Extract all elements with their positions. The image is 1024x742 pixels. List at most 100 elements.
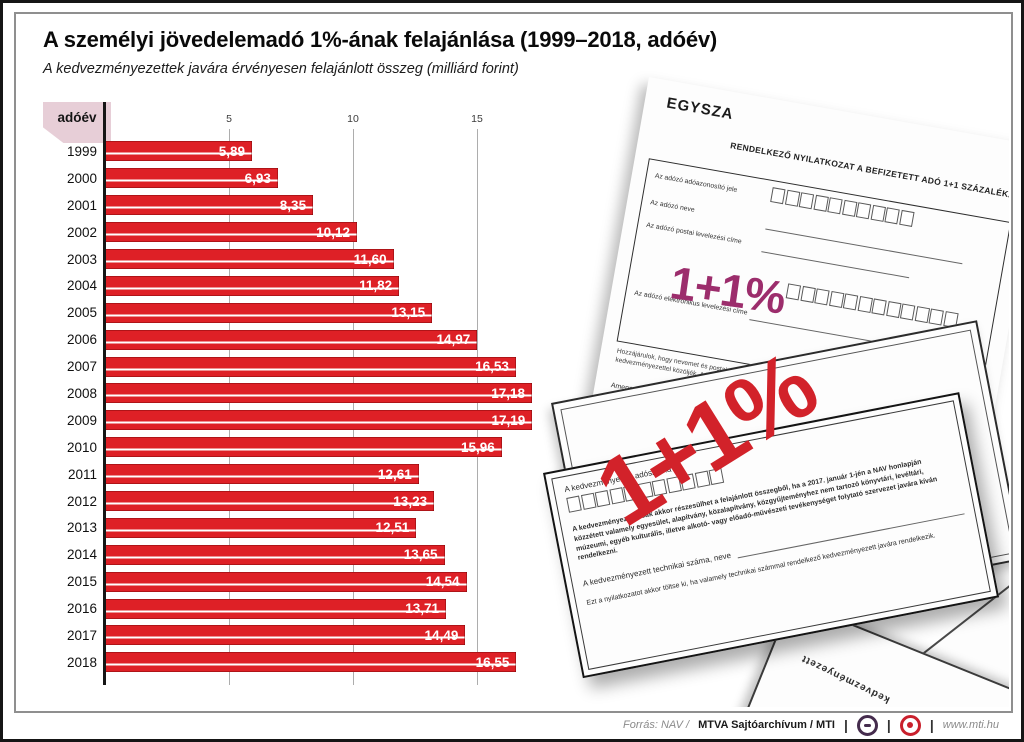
char-box (898, 209, 915, 227)
chart-row: 2003 11,60 (3, 246, 623, 273)
char-box (798, 192, 815, 210)
gridline (229, 129, 230, 685)
chart-row: 2016 13,71 (3, 595, 623, 622)
value-label: 13,23 (393, 493, 428, 509)
char-box (828, 290, 844, 308)
chart-row: 2002 10,12 (3, 219, 623, 246)
chart-row: 1999 5,89 (3, 138, 623, 165)
chart-row: 2012 13,23 (3, 488, 623, 515)
bar-2011: 12,61 (106, 464, 419, 485)
chart-row: 2007 16,53 (3, 353, 623, 380)
chart-row: 2000 6,93 (3, 165, 623, 192)
year-label: 2011 (67, 466, 97, 482)
one-plus-one-stamp-magenta: 1+1% (667, 256, 789, 324)
value-label: 15,96 (461, 439, 495, 455)
year-label: 2003 (66, 251, 97, 267)
bar-2006: 14,97 (106, 329, 478, 350)
bar-1999: 5,89 (106, 141, 253, 162)
value-label: 11,82 (359, 278, 393, 294)
value-label: 16,55 (475, 654, 510, 670)
char-box (928, 308, 944, 326)
value-label: 17,18 (491, 385, 526, 401)
value-label: 13,65 (403, 547, 438, 563)
year-label: 2006 (66, 332, 97, 348)
char-box (870, 204, 886, 222)
y-axis-line (103, 102, 106, 685)
year-label: 1999 (66, 143, 97, 159)
char-box (784, 189, 800, 207)
year-label: 2009 (66, 412, 97, 428)
chart-row: 2005 13,15 (3, 299, 623, 326)
value-label: 14,49 (424, 627, 459, 643)
value-label: 13,15 (391, 305, 426, 321)
documents-layer: EGYSZA RENDELKEZŐ NYILATKOZAT A BEFIZETE… (16, 14, 1009, 707)
chart-row: 2009 17,19 (3, 407, 623, 434)
year-label: 2010 (66, 439, 97, 455)
chart-rows: 1999 5,89 2000 6,93 2001 8,35 2002 10,12 2003 11,… (3, 138, 623, 676)
bar-2014: 13,65 (106, 544, 445, 565)
year-label: 2015 (66, 574, 97, 590)
chart-row: 2014 13,65 (3, 541, 623, 568)
char-box (812, 194, 829, 212)
char-box (855, 202, 872, 220)
bar-2016: 13,71 (106, 598, 446, 619)
char-box (827, 197, 843, 215)
chart-row: 2017 14,49 (3, 622, 623, 649)
bar-2012: 13,23 (106, 491, 435, 512)
gridline (353, 129, 354, 685)
chart-row: 2010 15,96 (3, 434, 623, 461)
char-box (884, 207, 900, 225)
year-label: 2000 (66, 170, 97, 186)
bar-2018: 16,55 (106, 652, 517, 673)
chart-row: 2004 11,82 (3, 272, 623, 299)
year-label: 2012 (66, 493, 97, 509)
bar-2015: 14,54 (106, 571, 467, 592)
x-tick-label: 15 (471, 113, 483, 125)
value-label: 13,71 (405, 601, 439, 617)
bar-2000: 6,93 (106, 168, 278, 189)
field-label: Az adózó postai levelezési címe (645, 222, 742, 246)
char-box (857, 295, 873, 313)
value-label: 6,93 (244, 170, 271, 186)
value-label: 16,53 (475, 359, 509, 375)
year-label: 2014 (66, 547, 97, 563)
char-box (566, 495, 582, 513)
field-label: Az adózó adóazonosító jele (654, 172, 738, 194)
bar-2001: 8,35 (106, 195, 314, 216)
char-box (899, 303, 916, 321)
char-box (842, 293, 859, 311)
separator: | (886, 717, 891, 733)
bar-2007: 16,53 (106, 356, 516, 377)
chart-area: A személyi jövedelemadó 1%-ának felajánl… (3, 3, 1021, 739)
value-label: 12,61 (377, 466, 412, 482)
char-box (580, 492, 597, 510)
chart-row: 2011 12,61 (3, 461, 623, 488)
value-label: 14,54 (425, 574, 460, 590)
value-label: 14,97 (436, 332, 471, 348)
bar-2009: 17,19 (106, 410, 533, 431)
char-box (785, 283, 802, 301)
website-url: www.mti.hu (942, 719, 999, 731)
source-prefix: Forrás: NAV / (623, 719, 690, 731)
beneficiary-form-sheet: A kedvezményezett adószáma A kedvezménye… (543, 333, 1000, 679)
bar-2008: 17,18 (106, 383, 533, 404)
char-box (814, 288, 830, 306)
axis-corner-label: adóév (57, 110, 97, 125)
value-label: 10,12 (316, 224, 350, 240)
year-label: 2004 (66, 278, 97, 294)
chart-row: 2015 14,54 (3, 568, 623, 595)
chart-row: 2013 12,51 (3, 514, 623, 541)
year-label: 2002 (66, 224, 97, 240)
chart-row: 2008 17,18 (3, 380, 623, 407)
gridline (477, 129, 478, 685)
char-box (871, 298, 887, 316)
value-label: 8,35 (279, 197, 307, 213)
page-subtitle: A kedvezményezettek javára érvényesen fe… (43, 61, 519, 77)
mti-logo-icon (899, 714, 921, 736)
paper-fragment-text: kedvezményezett (799, 652, 892, 706)
bar-2013: 12,51 (106, 517, 417, 538)
char-box (841, 199, 857, 217)
chart-row: 2018 16,55 (3, 649, 623, 676)
year-label: 2001 (66, 197, 97, 213)
